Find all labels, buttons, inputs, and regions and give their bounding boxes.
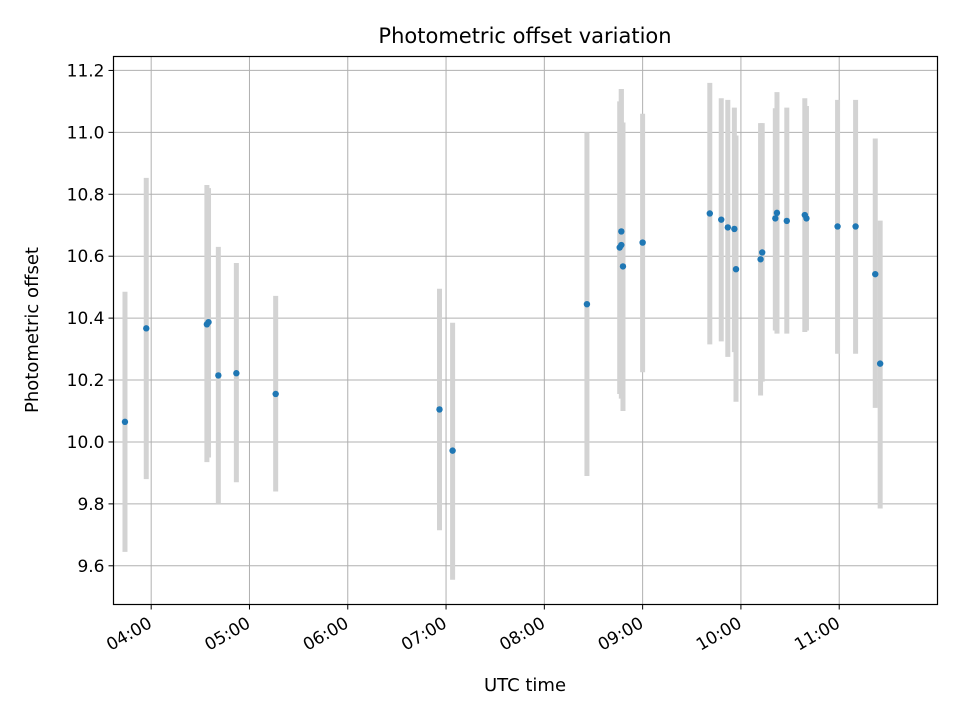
y-tick-label: 10.2: [67, 371, 105, 391]
data-point: [449, 447, 456, 454]
data-point: [773, 209, 781, 217]
data-point: [143, 325, 150, 332]
data-point: [583, 300, 591, 308]
y-tick-label: 9.6: [77, 557, 104, 577]
data-point: [872, 270, 879, 278]
plot-frame: [112, 55, 939, 606]
data-point: [215, 372, 222, 379]
data-point: [724, 224, 732, 231]
data-point: [618, 241, 625, 249]
x-axis-title: UTC time: [484, 675, 566, 696]
data-point: [803, 215, 810, 222]
data-point: [639, 239, 646, 246]
data-point: [436, 406, 443, 413]
y-tick-label: 9.8: [77, 495, 104, 515]
data-points: [121, 209, 884, 454]
data-point: [233, 370, 240, 377]
data-point: [272, 390, 279, 398]
data-point: [772, 215, 779, 222]
y-tick-label: 10.8: [67, 185, 105, 205]
data-point: [757, 256, 764, 263]
y-tick-label: 11.0: [67, 123, 105, 143]
data-point: [783, 217, 790, 225]
y-axis-title: Photometric offset: [22, 247, 43, 413]
y-tick-label: 10.0: [67, 433, 105, 453]
y-tick-label: 11.2: [67, 61, 105, 81]
data-point: [718, 216, 725, 223]
y-tick-label: 10.6: [67, 247, 105, 267]
data-point: [706, 210, 713, 217]
data-point: [759, 249, 766, 256]
data-point: [731, 225, 738, 233]
data-point: [732, 265, 740, 273]
data-point: [834, 223, 841, 230]
data-point: [121, 418, 129, 426]
chart-title: Photometric offset variation: [378, 24, 671, 48]
y-tick-label: 10.4: [67, 309, 105, 329]
y-axis: 9.6 9.8 10.0 10.2 10.4 10.6 10.8 11.0 11.2: [67, 61, 114, 577]
data-point: [205, 318, 212, 326]
data-point: [852, 223, 859, 230]
data-point: [619, 263, 627, 270]
data-point: [618, 228, 625, 235]
data-point: [876, 360, 884, 367]
